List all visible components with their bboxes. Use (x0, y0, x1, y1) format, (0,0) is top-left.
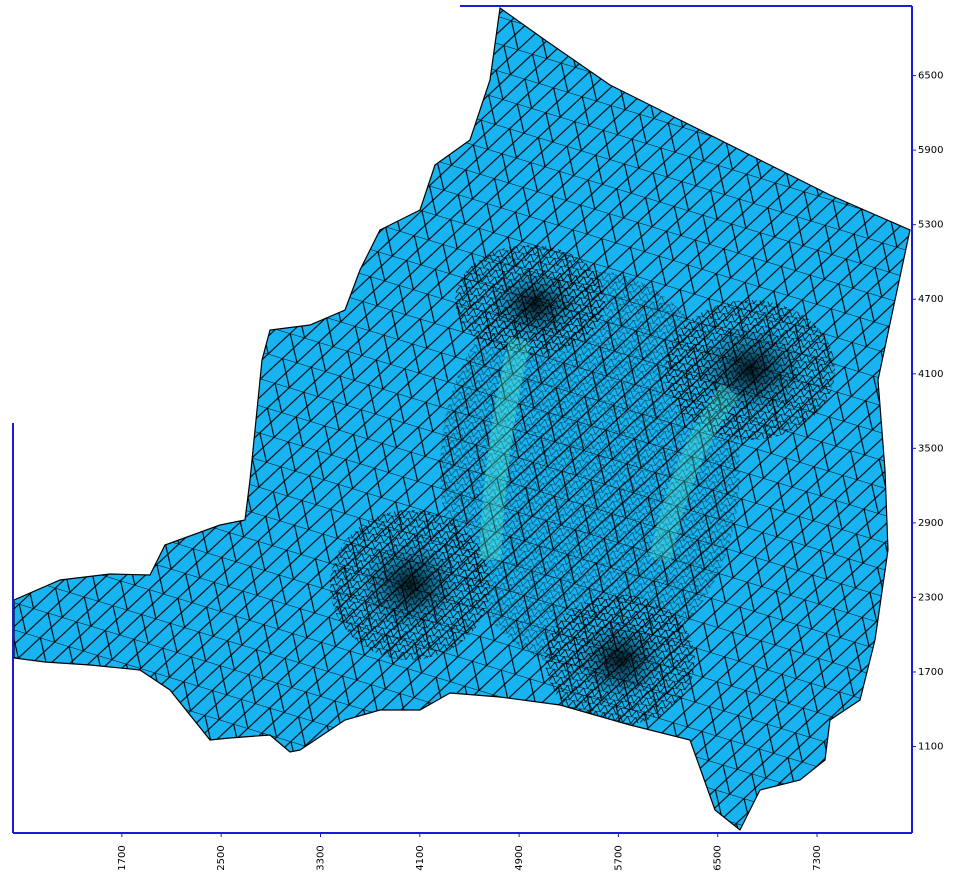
x-tick-label: 7300 (812, 845, 823, 870)
x-tick-label: 1700 (117, 845, 128, 870)
x-tick-label: 6500 (713, 845, 724, 870)
y-tick-label: 6500 (918, 71, 943, 82)
y-tick-label: 5300 (918, 220, 943, 231)
x-tick-label: 2500 (216, 845, 227, 870)
y-tick-label: 1700 (918, 667, 943, 678)
x-tick-label: 4100 (415, 845, 426, 870)
x-tick-label: 4900 (514, 845, 525, 870)
chart: 1700 2500 3300 4100 4900 5700 6500 7300 1100 1700… (0, 0, 957, 886)
mesh (0, 0, 957, 886)
x-tick-label: 5700 (613, 845, 624, 870)
y-tick-label: 5900 (918, 145, 943, 156)
y-tick-label: 2300 (918, 592, 943, 603)
y-tick-label: 1100 (918, 742, 943, 753)
x-tick-label: 3300 (315, 845, 326, 870)
y-tick-label: 4700 (918, 294, 943, 305)
y-tick-label: 3500 (918, 443, 943, 454)
y-tick-label: 4100 (918, 369, 943, 380)
y-tick-label: 2900 (918, 518, 943, 529)
